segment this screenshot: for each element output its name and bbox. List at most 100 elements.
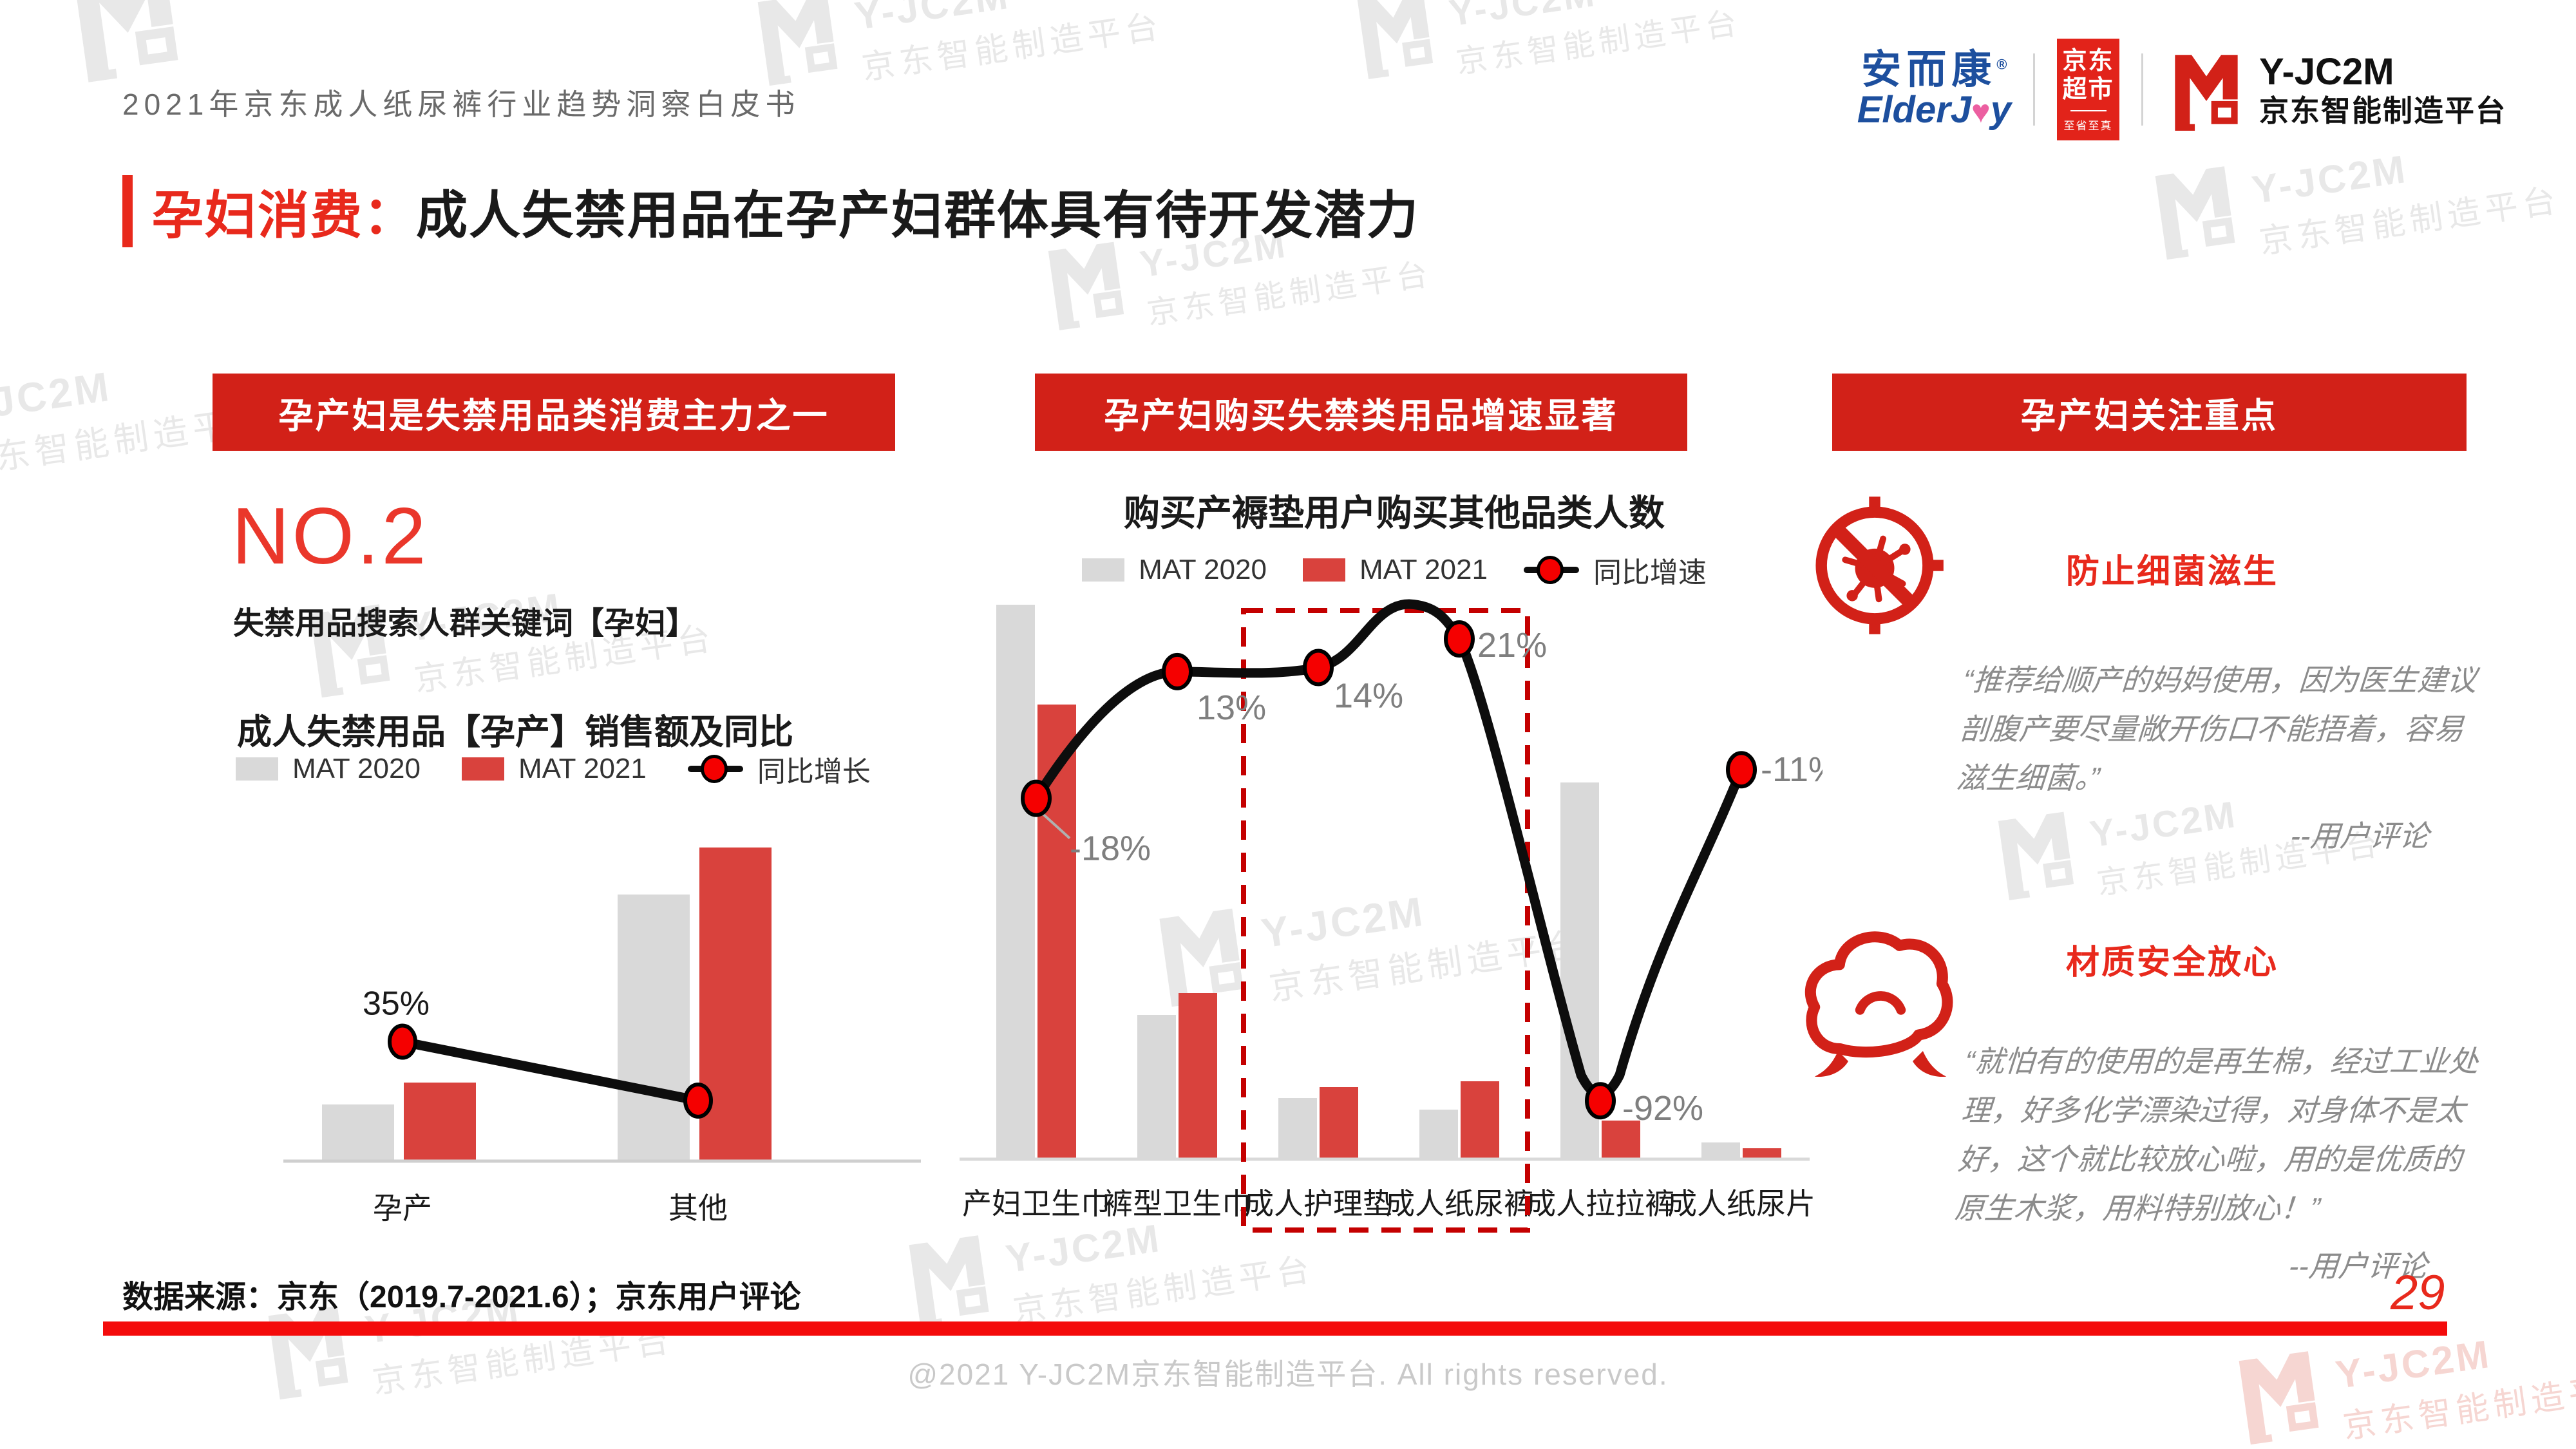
watermark-line2: 京东智能制造平台: [1454, 5, 1744, 80]
bar-mat2021: [1743, 1148, 1781, 1159]
bar-mat2020: [322, 1104, 394, 1161]
legend-swatch: [236, 757, 278, 781]
left-sales-chart: 孕产 其他 35%: [283, 848, 921, 1225]
legend-item: MAT 2020: [236, 753, 421, 785]
category-label: 孕产: [373, 1191, 432, 1225]
user-quote: “就怕有的使用的是再生棉，经过工业处理，好多化学漂染过得，对身体不是太好，这个就…: [1949, 1037, 2488, 1291]
logo-divider: [2033, 53, 2035, 126]
growth-label: 13%: [1197, 688, 1266, 727]
category-label: 成人纸尿片: [1667, 1187, 1815, 1220]
legend-item: 同比增速: [1523, 549, 1707, 591]
yjc2m-watermark: Y-JC2M 京东智能制造平台: [1346, 0, 1744, 96]
logo-area: 安而康® ElderJ♥y 京东 超市 至省至真 Y-JC2M 京东智能制造平台: [1857, 39, 2506, 140]
focus-point-title: 材质安全放心: [2066, 944, 2279, 981]
growth-point: [1021, 779, 1052, 817]
yjc2m-m-icon: [757, 0, 838, 88]
elderjoy-cn: 安而康: [1861, 48, 1997, 92]
left-chart-title: 成人失禁用品【孕产】销售额及同比: [237, 713, 793, 752]
growth-label: 21%: [1477, 626, 1547, 665]
growth-label: -18%: [1070, 829, 1151, 868]
no-bacteria-icon: [1815, 497, 1944, 634]
growth-point: [683, 1083, 713, 1119]
growth-line: [401, 1037, 699, 1106]
growth-point: [1303, 649, 1334, 687]
legend-line-swatch: [1523, 556, 1579, 584]
bar-mat2021: [1320, 1087, 1358, 1159]
legend-line-swatch: [687, 755, 743, 783]
growth-label: -92%: [1622, 1089, 1703, 1128]
growth-point: [1585, 1082, 1616, 1120]
yjc2m-m-icon: [73, 0, 178, 84]
middle-section-header: 孕产妇购买失禁类用品增速显著: [1035, 374, 1687, 451]
bar-mat2021: [404, 1083, 476, 1161]
page-title-highlight: 孕妇消费：: [152, 187, 416, 244]
category-label: 产妇卫生巾: [962, 1187, 1110, 1220]
doc-title: 2021年京东成人纸尿裤行业趋势洞察白皮书: [122, 88, 800, 121]
data-source-note: 数据来源：京东（2019.7-2021.6）；京东用户评论: [122, 1280, 801, 1314]
category-label: 成人护理垫: [1244, 1187, 1392, 1220]
logo-divider: [2141, 53, 2143, 126]
title-accent-bar: [122, 175, 133, 247]
middle-chart-legend: MAT 2020 MAT 2021 同比增速: [966, 549, 1823, 591]
registered-mark: ®: [1996, 56, 2007, 73]
growth-point: [1726, 751, 1757, 789]
jd-logo-divider: [2070, 110, 2107, 112]
legend-item: MAT 2021: [461, 753, 647, 785]
legend-label: MAT 2021: [1359, 554, 1488, 585]
legend-swatch: [1303, 558, 1345, 582]
category-label: 成人纸尿裤: [1385, 1187, 1533, 1220]
bar-mat2020: [1278, 1098, 1317, 1159]
elderjoy-en: ElderJ♥y: [1857, 89, 2011, 131]
copyright-note: @2021 Y-JC2M京东智能制造平台. All rights reserve…: [907, 1358, 1669, 1391]
rank-number: NO.2: [232, 492, 429, 581]
yjc2m-m-icon: [1357, 0, 1434, 81]
growth-point: [1162, 652, 1193, 690]
user-quote: “推荐给顺产的妈妈使用，因为医生建议剖腹产要尽量敞开伤口不能捂着，容易滋生细菌。…: [1951, 656, 2486, 860]
left-section-header: 孕产妇是失禁用品类消费主力之一: [213, 374, 895, 451]
watermark-line1: Y-JC2M: [851, 0, 1013, 39]
growth-label: -11%: [1761, 750, 1823, 789]
middle-chart-title: 购买产褥垫用户购买其他品类人数: [1124, 493, 1665, 533]
category-label: 成人拉拉裤: [1526, 1187, 1674, 1220]
label-connector: [1041, 813, 1071, 840]
growth-point: [1444, 620, 1475, 658]
legend-item: MAT 2021: [1303, 554, 1488, 586]
bar-mat2020: [1137, 1015, 1176, 1159]
focus-point-title: 防止细菌滋生: [2066, 553, 2279, 591]
bar-mat2020: [1419, 1110, 1458, 1159]
quote-attribution: --用户评论: [2289, 819, 2430, 853]
page-title: 孕妇消费：成人失禁用品在孕产妇群体具有待开发潜力: [152, 174, 1419, 249]
watermark-line2: 京东智能制造平台: [1144, 256, 1435, 332]
cotton-icon: [1804, 931, 1953, 1077]
bar-mat2020: [996, 605, 1035, 1159]
bar-mat2021: [1179, 993, 1217, 1159]
right-section-header: 孕产妇关注重点: [1832, 374, 2467, 451]
page-number: 29: [2391, 1265, 2445, 1320]
bar-mat2021: [699, 848, 772, 1161]
category-label: 裤型卫生巾: [1103, 1187, 1251, 1220]
legend-label: MAT 2020: [1139, 554, 1267, 585]
yjc2m-name: Y-JC2M: [2259, 51, 2394, 93]
elderjoy-logo: 安而康® ElderJ♥y: [1857, 49, 2011, 130]
watermark-line2: 京东智能制造平台: [2257, 182, 2563, 261]
legend-item: MAT 2020: [1082, 554, 1267, 586]
yjc2m-m-icon: [2155, 166, 2235, 261]
yjc2m-m-icon: [2175, 55, 2238, 131]
legend-swatch: [461, 757, 504, 781]
watermark-line2: 京东智能制造平台: [859, 8, 1166, 87]
legend-item: 同比增长: [687, 748, 871, 790]
left-chart-legend: MAT 2020 MAT 2021 同比增长: [236, 748, 871, 790]
category-label: 其他: [668, 1191, 728, 1225]
rank-caption: 失禁用品搜索人群关键词【孕妇】: [233, 607, 697, 641]
bar-mat2020: [618, 895, 690, 1161]
jd-supermarket-logo: 京东 超市 至省至真: [2057, 39, 2119, 140]
legend-label: MAT 2021: [518, 753, 647, 784]
yjc2m-subtitle: 京东智能制造平台: [2259, 93, 2506, 128]
watermark-line1: Y-JC2M: [1446, 0, 1599, 34]
bar-mat2020: [1701, 1142, 1740, 1159]
growth-point: [388, 1023, 417, 1060]
growth-label: 14%: [1334, 677, 1403, 715]
bar-mat2021: [1461, 1081, 1499, 1159]
